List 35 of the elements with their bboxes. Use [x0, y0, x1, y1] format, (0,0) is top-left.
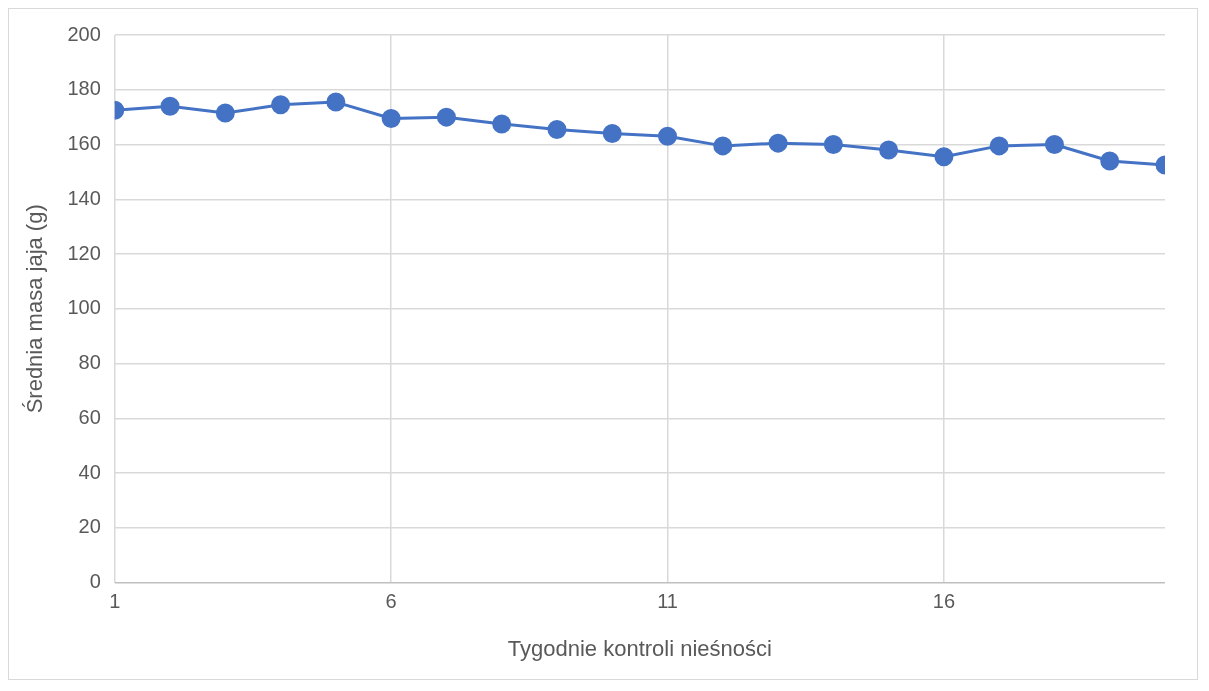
point — [492, 114, 512, 134]
point — [989, 136, 1009, 156]
y-tick-label: 60 — [78, 405, 101, 428]
point — [326, 92, 346, 112]
y-axis-title: Średnia masa jaja (g) — [22, 204, 48, 414]
point — [823, 135, 843, 155]
y-tick-label: 180 — [67, 77, 101, 100]
x-tick-label: 1 — [109, 590, 121, 613]
point — [768, 133, 788, 153]
point — [713, 136, 733, 156]
point — [160, 96, 180, 116]
x-axis-title: Tygodnie kontroli nieśności — [507, 635, 772, 661]
point — [658, 126, 678, 146]
point — [381, 109, 401, 129]
point — [934, 147, 954, 167]
y-tick-label: 100 — [67, 296, 101, 319]
y-tick-label: 160 — [67, 132, 101, 155]
point — [547, 119, 567, 139]
x-tick-label: 6 — [385, 590, 397, 613]
point — [879, 140, 899, 160]
point — [436, 107, 456, 127]
x-tick-label: 11 — [657, 590, 678, 613]
y-tick-label: 120 — [67, 241, 101, 264]
y-tick-label: 40 — [78, 460, 101, 483]
point — [271, 95, 291, 115]
y-tick-label: 80 — [78, 351, 101, 374]
point — [1100, 151, 1120, 171]
point — [215, 103, 235, 123]
y-tick-label: 20 — [78, 515, 101, 538]
y-tick-label: 140 — [67, 186, 101, 209]
x-tick-label: 16 — [932, 590, 956, 613]
point — [1044, 135, 1064, 155]
point — [602, 124, 622, 144]
y-tick-label: 200 — [67, 22, 101, 45]
y-tick-label: 0 — [89, 570, 101, 593]
